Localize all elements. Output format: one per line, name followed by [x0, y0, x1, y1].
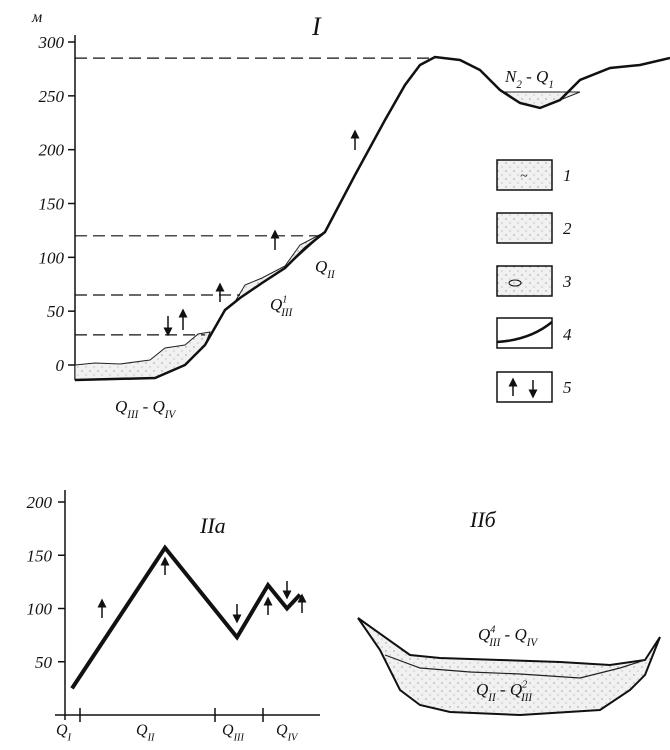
label-part: Q	[536, 67, 548, 86]
unit-label: м	[31, 9, 42, 26]
arrows	[168, 134, 355, 332]
label-part: 1	[548, 79, 554, 91]
label: QII	[136, 722, 155, 744]
legend-symbol: ~	[520, 169, 528, 184]
label-part: IV	[287, 733, 299, 744]
legend-label: 5	[563, 378, 572, 397]
label-part: III	[280, 307, 293, 319]
y-tick-label: 50	[47, 302, 65, 321]
label-part: -	[496, 680, 510, 699]
label-part: IV	[526, 637, 539, 649]
label: QI	[56, 722, 72, 744]
label: QII	[315, 257, 336, 281]
y-tick-label: 100	[27, 600, 53, 619]
y-tick-label: 100	[39, 248, 65, 267]
label-part: II	[147, 733, 155, 744]
label-part: -	[500, 625, 514, 644]
legend-swatch	[497, 318, 552, 348]
label-part: Q	[276, 722, 288, 739]
label-part: IV	[164, 409, 177, 421]
trend-line	[72, 548, 300, 689]
label-part: Q	[136, 722, 148, 739]
y-tick-label: 200	[39, 141, 65, 160]
section-title: IIб	[469, 507, 497, 532]
legend-swatch	[497, 213, 552, 243]
label-part: 2	[522, 679, 527, 690]
label: QIII - QIV	[115, 397, 176, 421]
y-tick-label: 300	[38, 33, 65, 52]
label-part: Q	[115, 397, 127, 416]
section-title: I	[311, 12, 322, 41]
y-tick-label: 200	[27, 493, 53, 512]
legend-label: 3	[562, 272, 572, 291]
label-part: Q	[514, 625, 526, 644]
label: N2 - Q1	[504, 67, 554, 91]
legend: ~	[497, 160, 552, 402]
legend-swatch	[497, 372, 552, 402]
figure: м I ~ IIa IIб 0501001502002	[0, 0, 670, 750]
legend-label: 2	[563, 219, 572, 238]
label-part: Q	[56, 722, 68, 739]
label: QIII	[222, 722, 244, 744]
y-tick-label: 150	[27, 546, 53, 565]
label-part: 1	[282, 294, 287, 305]
label-part: 4	[490, 624, 495, 635]
sediment	[75, 332, 210, 380]
label-part: III	[233, 733, 245, 744]
legend-label: 4	[563, 325, 572, 344]
y-tick-label: 50	[35, 653, 53, 672]
label-part: Q	[153, 397, 165, 416]
label-part: II	[326, 269, 336, 281]
label-part: I	[67, 733, 72, 744]
label: QIV	[276, 722, 299, 744]
profile	[75, 57, 670, 380]
label-part: -	[522, 67, 536, 86]
legend-swatch	[497, 266, 552, 296]
label-part: -	[138, 397, 152, 416]
label-part: III	[520, 692, 533, 704]
label-part: Q	[222, 722, 234, 739]
y-tick-label: 0	[56, 356, 65, 375]
y-tick-label: 250	[39, 87, 65, 106]
y-tick-label: 150	[39, 195, 65, 214]
label-part: Q	[476, 680, 488, 699]
section-title: IIa	[199, 513, 226, 538]
label-part: Q	[315, 257, 327, 276]
legend-label: 1	[563, 166, 572, 185]
